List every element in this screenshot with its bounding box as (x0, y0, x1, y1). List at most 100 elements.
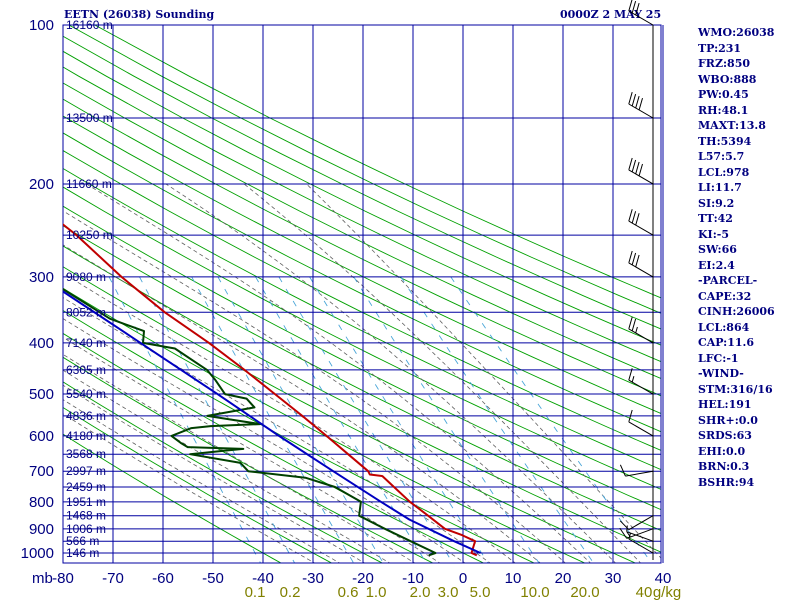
height-label: 4836 m (66, 409, 106, 423)
moist-adiabat (63, 272, 516, 563)
mixing-ratio-label: 0.1 (245, 584, 266, 600)
moist-adiabat (63, 353, 416, 563)
moist-adiabat (306, 183, 661, 559)
mixing-ratio-label: 5.0 (470, 584, 491, 600)
wind-barb (628, 316, 654, 344)
dry-adiabat (63, 50, 661, 346)
temperature-tick-label: -60 (152, 570, 174, 587)
index-item: STM:316/16 (698, 382, 773, 396)
dry-adiabat (63, 186, 661, 490)
height-label: 146 m (66, 546, 99, 560)
moist-adiabat (63, 297, 491, 563)
height-label: 566 m (66, 534, 99, 548)
wind-barb (628, 368, 654, 395)
temperature-tick-label: -10 (402, 570, 424, 587)
mixing-ratio-line (255, 276, 427, 563)
temperature-tick-label: 0 (459, 570, 467, 587)
temperature-tick-label: 20 (555, 570, 572, 587)
dry-adiabat (63, 225, 661, 532)
dry-adiabat (63, 35, 661, 330)
mixing-ratio-line (108, 276, 262, 563)
wind-barb (619, 464, 654, 477)
index-item: WBO:888 (698, 72, 757, 86)
mixing-ratio-label: 2.0 (410, 584, 431, 600)
height-label: 13500 m (66, 111, 113, 125)
moist-adiabat (63, 318, 466, 563)
index-item: PW:0.45 (698, 88, 749, 101)
chart-datetime: 0000Z 2 MAY 25 (560, 8, 662, 21)
mixing-ratio-line (400, 276, 595, 563)
index-item: SW:66 (698, 243, 737, 256)
height-label: 5540 m (66, 387, 106, 401)
index-item: WMO:26038 (698, 26, 775, 39)
mixing-ratio-line (191, 276, 355, 563)
mixing-ratio-line (278, 276, 454, 563)
plot-frame (62, 24, 662, 564)
pressure-unit-label: mb (32, 570, 53, 587)
mixing-ratio-label: 40 (636, 584, 653, 600)
pressure-tick-label: 900 (29, 521, 54, 538)
mixing-ratio-label: 0.2 (280, 584, 301, 600)
temperature-tick-label: 10 (505, 570, 522, 587)
parcel-profile (63, 290, 481, 554)
wind-barb (628, 157, 654, 185)
index-item: LCL:978 (698, 165, 750, 179)
index-item: HEL:191 (698, 398, 752, 411)
temperature-tick-label: -70 (102, 570, 124, 587)
mixing-ratio-label: 10.0 (520, 584, 549, 600)
temperature-tick-label: -50 (202, 570, 224, 587)
pressure-tick-label: 500 (29, 386, 54, 403)
height-label: 3568 m (66, 447, 106, 461)
index-item: LI:11.7 (698, 181, 742, 194)
height-label: 7140 m (66, 336, 106, 350)
dry-adiabat (63, 205, 661, 511)
moist-adiabat (243, 183, 642, 563)
moist-adiabat (63, 369, 391, 563)
height-label: 6305 m (66, 363, 106, 377)
dry-adiabat (68, 25, 661, 314)
dry-adiabat (63, 150, 661, 451)
pressure-tick-label: 100 (29, 17, 54, 34)
pressure-tick-label: 800 (29, 494, 54, 511)
wind-barb (626, 525, 654, 542)
adiabat-lines (63, 25, 661, 563)
wind-barb (619, 527, 654, 539)
moist-adiabat (63, 399, 341, 563)
dry-adiabat (94, 25, 661, 299)
index-item: CAPE:32 (698, 289, 752, 303)
index-item: BSHR:94 (698, 475, 755, 489)
height-label: 11660 m (66, 177, 112, 191)
height-label: 9080 m (66, 270, 106, 284)
dry-adiabat (63, 433, 282, 563)
dry-adiabat (63, 406, 333, 563)
height-label: 1468 m (66, 509, 106, 523)
temperature-tick-label: 30 (605, 570, 622, 587)
index-item: -WIND- (698, 367, 744, 380)
index-item: MAXT:13.8 (698, 119, 766, 132)
height-label: 2459 m (66, 480, 106, 494)
moist-adiabat (63, 244, 541, 563)
index-item: EI:2.4 (698, 258, 735, 272)
index-item: SHR+:0.0 (698, 413, 758, 427)
index-item: L57:5.7 (698, 150, 745, 163)
height-label: 8052 m (66, 305, 106, 319)
index-item: RH:48.1 (698, 103, 749, 117)
height-label: 16160 m (66, 18, 113, 32)
index-item: CINH:26006 (698, 305, 775, 318)
stability-indices: WMO:26038 TP:231 FRZ:850 WBO:888 PW:0.45 RH:4… (698, 25, 775, 490)
dewpoint-profile (63, 287, 437, 557)
temperature-profile (63, 223, 478, 557)
dry-adiabat (63, 98, 661, 397)
height-label: 1006 m (66, 522, 106, 536)
mixing-ratio-label: 3.0 (438, 584, 459, 600)
index-item: TP:231 (698, 41, 742, 55)
index-item: EHI:0.0 (698, 444, 746, 458)
temperature-tick-label: -40 (252, 570, 274, 587)
dry-adiabat (63, 66, 661, 363)
height-label: 1951 m (66, 495, 106, 509)
temperature-tick-label: -20 (352, 570, 374, 587)
temperature-tick-label: 40 (655, 570, 672, 587)
height-label: 2997 m (66, 464, 106, 478)
mixing-ratio-label: 0.6 (338, 584, 359, 600)
pressure-tick-label: 200 (29, 176, 54, 193)
